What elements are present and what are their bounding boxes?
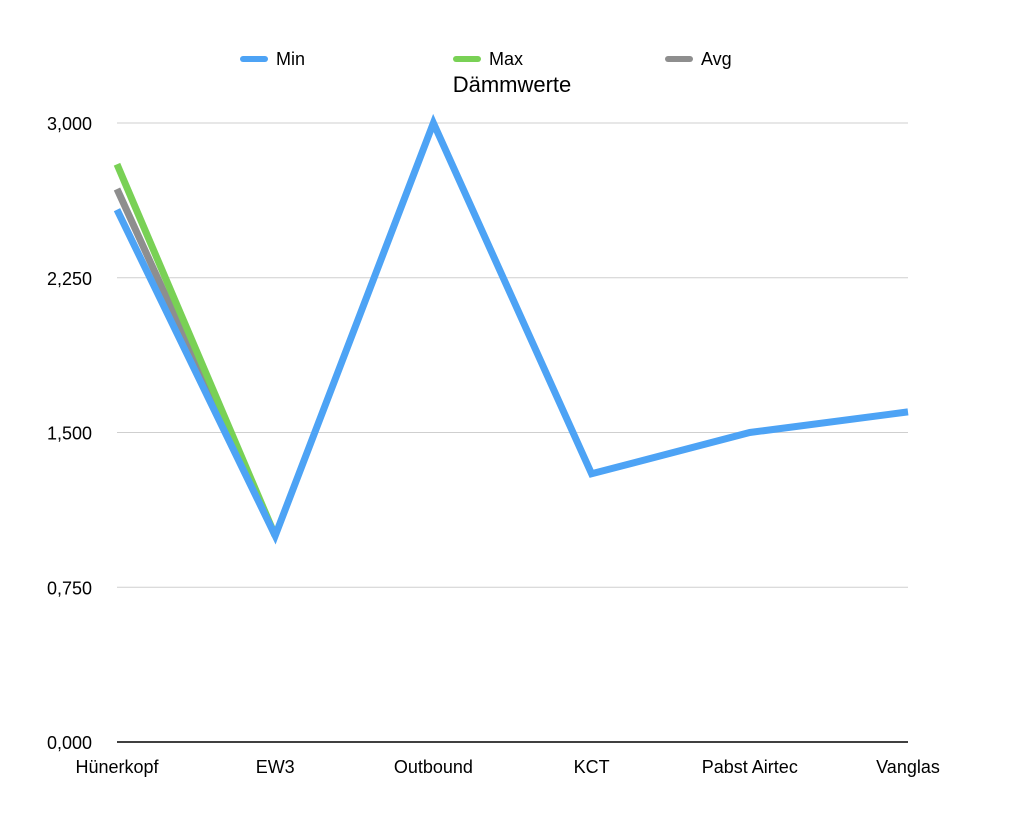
series-layer (113, 113, 909, 545)
y-tick-label: 1,500 (47, 424, 92, 444)
x-tick-label: Hünerkopf (75, 757, 159, 777)
series-line-min (113, 113, 909, 545)
grid-layer (117, 122, 908, 588)
x-tick-label: KCT (574, 757, 610, 777)
y-tick-label: 2,250 (47, 269, 92, 289)
x-tick-label: Vanglas (876, 757, 940, 777)
chart-title: Dämmwerte (453, 72, 572, 97)
legend: Min Max Avg (240, 49, 732, 69)
x-tick-label: Pabst Airtec (702, 757, 798, 777)
label-layer: 0,000 0,750 1,500 2,250 3,000 Hünerkopf EW3 Out… (47, 114, 940, 777)
legend-label-max: Max (489, 49, 523, 69)
y-tick-label: 3,000 (47, 114, 92, 134)
y-tick-label: 0,000 (47, 733, 92, 753)
x-tick-label: EW3 (256, 757, 295, 777)
legend-label-avg: Avg (701, 49, 732, 69)
y-tick-label: 0,750 (47, 578, 92, 598)
legend-label-min: Min (276, 49, 305, 69)
x-tick-label: Outbound (394, 757, 473, 777)
